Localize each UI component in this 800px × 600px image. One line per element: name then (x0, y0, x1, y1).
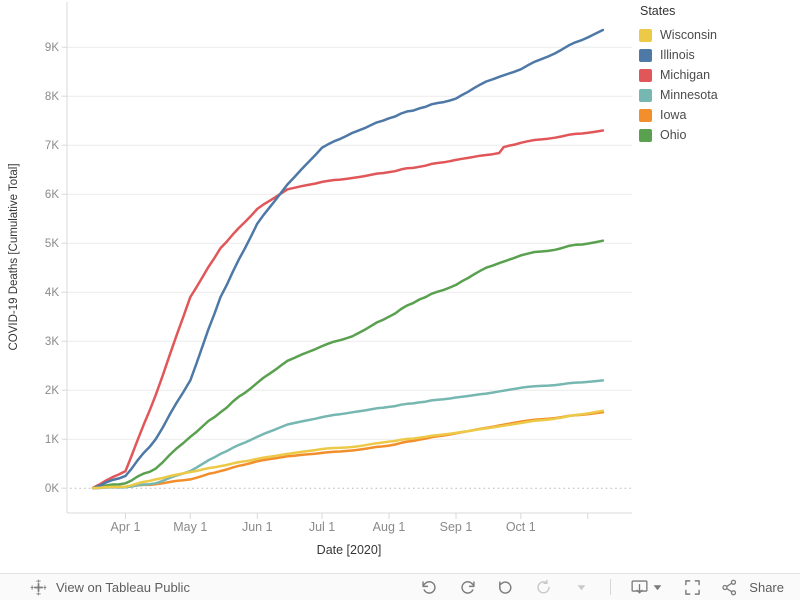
legend-title: States (640, 4, 676, 18)
grid-layer (67, 46, 632, 489)
legend-swatch (639, 28, 652, 42)
legend-item-michigan[interactable]: Michigan (639, 65, 718, 85)
refresh-icon (534, 578, 552, 596)
share-label: Share (749, 579, 784, 595)
y-tick-label: 9K (45, 42, 59, 54)
legend-items: Wisconsin Illinois Michigan Minnesota Iowa Oh… (639, 25, 718, 145)
x-tick-label: Sep 1 (440, 520, 473, 534)
legend-label: Illinois (660, 48, 695, 62)
legend-swatch (639, 48, 652, 62)
y-tick-label: 5K (45, 238, 59, 250)
y-tick-label: 7K (45, 140, 59, 152)
legend-swatch (639, 88, 652, 102)
legend-swatch (639, 108, 652, 122)
undo-icon[interactable] (420, 578, 438, 596)
y-tick-label: 4K (45, 287, 59, 299)
legend-item-wisconsin[interactable]: Wisconsin (639, 25, 718, 45)
share-button[interactable]: Share (721, 579, 784, 596)
tick-label-layer: 0K 1K 2K 3K 4K 5K 6K 7K 8K 9K Apr 1 May 1 Jun 1 Jul 1… (45, 42, 536, 534)
x-tick-label: May 1 (173, 520, 207, 534)
fullscreen-icon[interactable] (683, 578, 701, 596)
series-line-illinois[interactable] (91, 28, 605, 490)
y-axis-title: COVID-19 Deaths [Cumulative Total] (8, 163, 20, 350)
axis-layer (61, 2, 632, 519)
x-tick-label: Aug 1 (373, 520, 406, 534)
line-chart: 0K 1K 2K 3K 4K 5K 6K 7K 8K 9K Apr 1 May 1 Jun 1 Jul 1… (8, 2, 632, 557)
y-tick-label: 8K (45, 91, 59, 103)
legend-label: Minnesota (660, 88, 718, 102)
series-layer (91, 28, 605, 490)
legend-label: Wisconsin (660, 28, 717, 42)
pause-dropdown-icon (572, 578, 590, 596)
download-caret-icon (653, 584, 662, 590)
tableau-logo-icon (30, 579, 47, 596)
series-line-wisconsin[interactable] (91, 409, 605, 490)
revert-icon[interactable] (496, 578, 514, 596)
view-on-tableau-public-link[interactable]: View on Tableau Public (30, 579, 190, 596)
x-tick-label: Oct 1 (506, 520, 536, 534)
y-tick-label: 6K (45, 189, 59, 201)
legend-item-minnesota[interactable]: Minnesota (639, 85, 718, 105)
y-tick-label: 3K (45, 336, 59, 348)
view-on-tableau-public-label: View on Tableau Public (56, 579, 190, 595)
series-line-minnesota[interactable] (91, 379, 605, 490)
tableau-toolbar: View on Tableau Public (0, 573, 800, 600)
legend-swatch (639, 128, 652, 142)
x-tick-label: Jul 1 (309, 520, 335, 534)
y-tick-label: 2K (45, 385, 59, 397)
y-tick-label: 1K (45, 434, 59, 446)
series-line-michigan[interactable] (91, 129, 605, 489)
legend-swatch (639, 68, 652, 82)
x-axis-title: Date [2020] (317, 543, 382, 557)
toolbar-divider (610, 579, 612, 595)
toolbar-actions: Share (420, 578, 784, 596)
share-icon (722, 579, 737, 595)
legend-label: Michigan (660, 68, 711, 82)
download-button[interactable] (631, 579, 663, 596)
legend: States Wisconsin Illinois Michigan Minnesot… (639, 4, 718, 145)
y-tick-label: 0K (45, 483, 59, 495)
x-tick-label: Jun 1 (242, 520, 273, 534)
legend-label: Iowa (660, 108, 687, 122)
redo-icon[interactable] (458, 578, 476, 596)
legend-item-ohio[interactable]: Ohio (639, 125, 718, 145)
legend-label: Ohio (660, 128, 687, 142)
legend-item-iowa[interactable]: Iowa (639, 105, 718, 125)
series-line-ohio[interactable] (91, 239, 605, 490)
legend-item-illinois[interactable]: Illinois (639, 45, 718, 65)
download-icon (631, 579, 648, 593)
x-tick-label: Apr 1 (111, 520, 141, 534)
